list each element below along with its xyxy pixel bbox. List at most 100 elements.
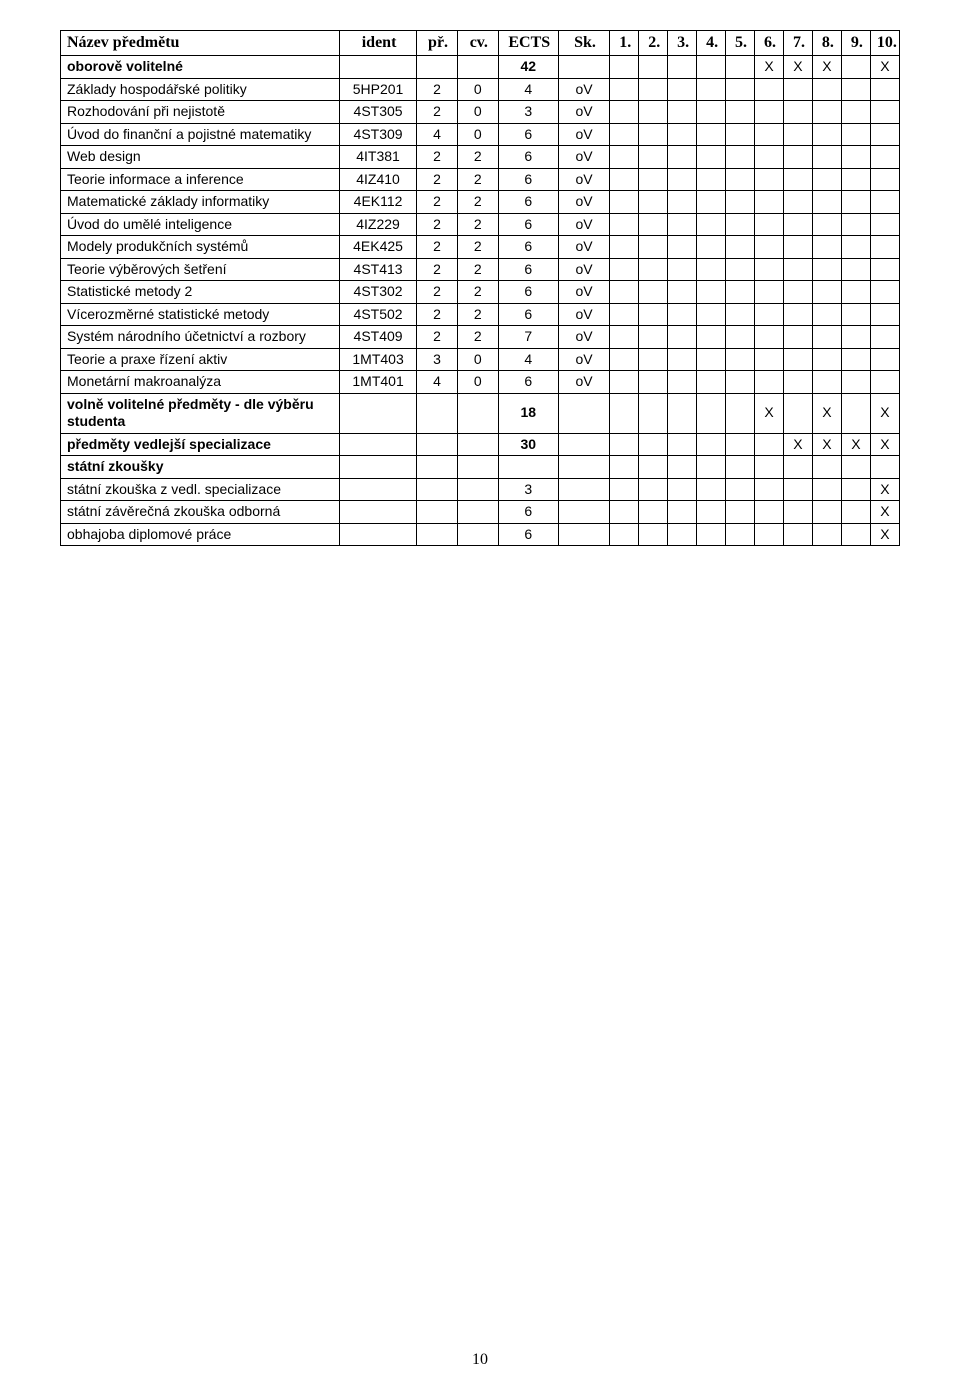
cell-ident <box>339 501 416 524</box>
cell-cv: 2 <box>457 326 498 349</box>
cell-sk: oV <box>558 78 609 101</box>
cell-ects: 6 <box>498 523 558 546</box>
table-row: Matematické základy informatiky4EK112226… <box>61 191 900 214</box>
cell-sk: oV <box>558 303 609 326</box>
cell-ident: 5HP201 <box>339 78 416 101</box>
cell-sem-4 <box>697 191 726 214</box>
cell-pr: 2 <box>417 191 458 214</box>
cell-sem-8 <box>812 123 841 146</box>
cell-sem-8 <box>812 258 841 281</box>
cell-name: Úvod do umělé inteligence <box>61 213 340 236</box>
cell-sem-5 <box>726 168 755 191</box>
cell-sem-2 <box>639 213 668 236</box>
table-body: oborově volitelné42XXXXZáklady hospodářs… <box>61 56 900 546</box>
cell-sem-6: X <box>755 393 784 433</box>
cell-sem-9 <box>841 501 870 524</box>
cell-sem-1 <box>610 501 639 524</box>
curriculum-table: Název předmětu ident př. cv. ECTS Sk. 1.… <box>60 30 900 546</box>
cell-ects: 6 <box>498 371 558 394</box>
cell-name: Systém národního účetnictví a rozbory <box>61 326 340 349</box>
cell-sem-4 <box>697 348 726 371</box>
cell-sem-2 <box>639 78 668 101</box>
cell-sem-1 <box>610 478 639 501</box>
cell-sem-5 <box>726 433 755 456</box>
cell-ident: 4IZ410 <box>339 168 416 191</box>
cell-sem-1 <box>610 168 639 191</box>
cell-sem-8 <box>812 236 841 259</box>
cell-ects: 6 <box>498 146 558 169</box>
cell-sem-5 <box>726 523 755 546</box>
cell-sem-3 <box>668 168 697 191</box>
cell-sem-8 <box>812 326 841 349</box>
cell-sem-4 <box>697 146 726 169</box>
cell-sem-10 <box>870 101 899 124</box>
cell-pr <box>417 478 458 501</box>
cell-pr <box>417 393 458 433</box>
cell-sem-2 <box>639 168 668 191</box>
cell-sem-7: X <box>783 433 812 456</box>
cell-pr <box>417 433 458 456</box>
cell-name: volně volitelné předměty - dle výběru st… <box>61 393 340 433</box>
cell-sk <box>558 478 609 501</box>
cell-cv <box>457 433 498 456</box>
cell-sem-8 <box>812 168 841 191</box>
cell-name: Statistické metody 2 <box>61 281 340 304</box>
cell-sem-8: X <box>812 56 841 79</box>
cell-sk <box>558 456 609 479</box>
cell-sem-9 <box>841 101 870 124</box>
cell-sk <box>558 501 609 524</box>
cell-sem-10: X <box>870 501 899 524</box>
cell-sem-2 <box>639 523 668 546</box>
cell-sem-1 <box>610 146 639 169</box>
cell-sem-4 <box>697 123 726 146</box>
col-header-sem-2: 2. <box>639 31 668 56</box>
cell-name: Modely produkčních systémů <box>61 236 340 259</box>
cell-sem-4 <box>697 433 726 456</box>
cell-sem-10 <box>870 348 899 371</box>
cell-sem-2 <box>639 456 668 479</box>
table-header: Název předmětu ident př. cv. ECTS Sk. 1.… <box>61 31 900 56</box>
cell-sem-7: X <box>783 56 812 79</box>
cell-ident <box>339 56 416 79</box>
cell-sem-6 <box>755 168 784 191</box>
cell-sem-9 <box>841 236 870 259</box>
cell-sem-9 <box>841 146 870 169</box>
cell-pr: 4 <box>417 123 458 146</box>
table-row: oborově volitelné42XXXX <box>61 56 900 79</box>
cell-sem-10 <box>870 191 899 214</box>
cell-sem-3 <box>668 326 697 349</box>
cell-sem-8 <box>812 303 841 326</box>
cell-cv <box>457 478 498 501</box>
cell-ects: 6 <box>498 123 558 146</box>
cell-sem-8 <box>812 78 841 101</box>
cell-name: obhajoba diplomové práce <box>61 523 340 546</box>
cell-sem-9 <box>841 371 870 394</box>
cell-sk: oV <box>558 348 609 371</box>
cell-sem-5 <box>726 258 755 281</box>
cell-cv: 2 <box>457 146 498 169</box>
cell-sem-3 <box>668 501 697 524</box>
cell-ident: 4ST409 <box>339 326 416 349</box>
col-header-sem-5: 5. <box>726 31 755 56</box>
cell-ident: 4ST305 <box>339 101 416 124</box>
cell-ident: 4IZ229 <box>339 213 416 236</box>
cell-sem-10 <box>870 371 899 394</box>
cell-name: Teorie a praxe řízení aktiv <box>61 348 340 371</box>
cell-sem-1 <box>610 303 639 326</box>
cell-ident <box>339 478 416 501</box>
cell-sem-5 <box>726 303 755 326</box>
cell-sem-4 <box>697 501 726 524</box>
cell-sem-3 <box>668 56 697 79</box>
cell-sem-7 <box>783 501 812 524</box>
cell-sem-2 <box>639 258 668 281</box>
table-row: volně volitelné předměty - dle výběru st… <box>61 393 900 433</box>
cell-sem-7 <box>783 303 812 326</box>
cell-sem-9 <box>841 303 870 326</box>
cell-sem-9 <box>841 393 870 433</box>
table-row: Úvod do finanční a pojistné matematiky4S… <box>61 123 900 146</box>
cell-ident: 4IT381 <box>339 146 416 169</box>
cell-sk: oV <box>558 123 609 146</box>
cell-sem-9: X <box>841 433 870 456</box>
cell-name: Matematické základy informatiky <box>61 191 340 214</box>
cell-sem-8 <box>812 146 841 169</box>
